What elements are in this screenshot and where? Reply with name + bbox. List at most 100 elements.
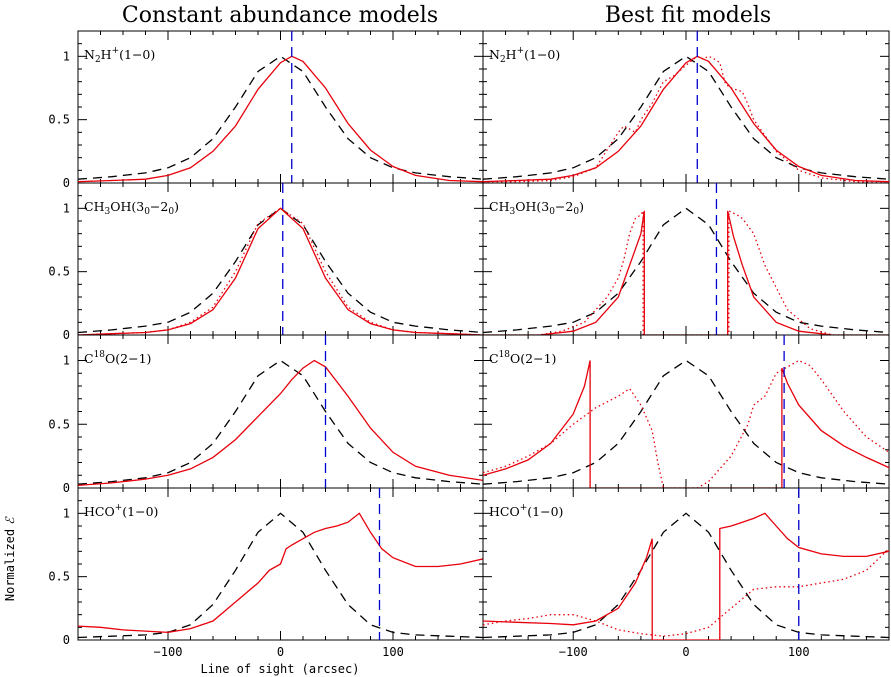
y-tick-label: 0.5: [48, 265, 70, 279]
panel-label-part: O(2−1): [510, 351, 556, 366]
panel-label-part: HCO: [84, 504, 115, 519]
panel-label-part: +: [112, 46, 120, 56]
series-solid: [483, 360, 889, 488]
x-tick-label: −100: [559, 645, 588, 659]
series-group: [78, 31, 483, 183]
y-axis-label: Normalized ℰ: [3, 516, 17, 601]
series-dotted: [78, 207, 483, 335]
panel-4: 00.51 C18O(2−1): [48, 334, 484, 495]
series-dashed: [78, 207, 483, 334]
series-solid: [78, 207, 483, 335]
series-dashed: [78, 55, 483, 180]
panel-3: CH3OH(30−20): [482, 182, 890, 336]
panel-label-part: 18: [94, 350, 106, 360]
panel-label: C18O(2−1): [489, 350, 556, 366]
series-solid: [78, 512, 483, 634]
series-dashed: [483, 55, 889, 180]
series-dashed: [483, 512, 889, 639]
series-solid: [78, 55, 483, 183]
panel-5: C18O(2−1): [482, 334, 890, 489]
y-tick-label: 1: [63, 49, 70, 63]
col-title-left: Constant abundance models: [122, 3, 438, 28]
panel-label-part: ): [174, 199, 179, 214]
panels: 00.51 N2H+(1−0) N2H+(1−0)00.51 CH3OH(30−20)…: [48, 30, 890, 659]
series-dotted: [483, 548, 889, 637]
x-tick-label: −100: [154, 645, 183, 659]
panel-label-part: HCO: [489, 504, 520, 519]
y-tick-label: 1: [63, 506, 70, 520]
panel-label-part: −2: [555, 199, 573, 214]
panel-label-part: 3: [104, 207, 110, 217]
series-dashed: [483, 359, 889, 485]
panel-label-part: 2: [500, 55, 506, 65]
series-dashed: [78, 359, 483, 485]
x-tick-label: 100: [788, 645, 810, 659]
y-tick-label: 1: [63, 354, 70, 368]
panel-6: −100 0 100 0 0.5 1 HCO+(1−0): [48, 487, 484, 659]
panel-label: C18O(2−1): [84, 350, 151, 366]
y-tick-label: 0: [63, 176, 70, 190]
panel-label-part: CH: [489, 199, 510, 214]
panel-2: 00.51 CH3OH(30−20): [48, 182, 484, 342]
panel-label: N2H+(1−0): [489, 46, 560, 65]
panel-label-part: O(2−1): [105, 351, 151, 366]
panel-label-part: (1−0): [119, 47, 155, 62]
series-group: [483, 31, 889, 183]
panel-label: CH3OH(30−20): [84, 199, 179, 217]
series-dotted: [483, 359, 889, 488]
panel-label-part: 0: [549, 207, 555, 217]
panel-label: HCO+(1−0): [84, 503, 158, 519]
panel-label-part: CH: [84, 199, 105, 214]
y-tick-label: 0: [63, 481, 70, 495]
panel-0: 00.51 N2H+(1−0): [48, 30, 484, 190]
panel-label: N2H+(1−0): [84, 46, 155, 65]
panel-label-part: 0: [573, 207, 579, 217]
x-tick-label: 0: [682, 645, 689, 659]
panel-label: HCO+(1−0): [489, 503, 563, 519]
panel-7: −100 0 100 HCO+(1−0): [482, 487, 890, 659]
series-group: [483, 335, 889, 488]
panel-label-part: 2: [95, 55, 101, 65]
series-dashed: [483, 207, 889, 334]
panel-label-part: (1−0): [122, 504, 158, 519]
panel-label-part: C: [489, 351, 499, 366]
y-tick-label: 0.5: [48, 417, 70, 431]
panel-label-part: OH(3: [515, 199, 549, 214]
series-solid: [483, 512, 889, 640]
panel-label-part: N: [84, 47, 95, 62]
series-group: [78, 488, 483, 640]
series-solid: [483, 210, 889, 335]
panel-label-part: +: [517, 46, 525, 56]
y-tick-label: 1: [63, 201, 70, 215]
panel-label: CH3OH(30−20): [489, 199, 584, 217]
panel-label-part: OH(3: [110, 199, 144, 214]
panel-label-part: H: [506, 47, 517, 62]
series-dotted: [483, 208, 889, 335]
panel-label-part: H: [101, 47, 112, 62]
panel-label-part: 3: [509, 207, 515, 217]
y-axis-label-text: Normalized: [3, 529, 17, 601]
series-solid: [483, 55, 889, 183]
panel-label-part: (1−0): [527, 504, 563, 519]
y-axis-label-symbol: ℰ: [3, 516, 17, 525]
panel-label-part: N: [489, 47, 500, 62]
y-tick-label: 0: [63, 633, 70, 647]
series-dashed: [78, 512, 483, 639]
x-axis-label: Line of sight (arcsec): [201, 662, 360, 676]
y-tick-label: 0.5: [48, 570, 70, 584]
panel-label-part: +: [115, 503, 123, 513]
y-tick-label: 0.5: [48, 113, 70, 127]
panel-label-part: −2: [150, 199, 168, 214]
series-group: [483, 488, 889, 640]
x-tick-label: 0: [277, 645, 284, 659]
col-title-right: Best fit models: [605, 3, 771, 28]
panel-label-part: C: [84, 351, 94, 366]
panel-label-part: (1−0): [524, 47, 560, 62]
series-group: [483, 183, 889, 335]
series-group: [78, 335, 483, 488]
panel-1: N2H+(1−0): [482, 30, 890, 184]
panel-label-part: 0: [168, 207, 174, 217]
panel-label-part: 18: [499, 350, 511, 360]
series-dotted: [483, 55, 889, 183]
